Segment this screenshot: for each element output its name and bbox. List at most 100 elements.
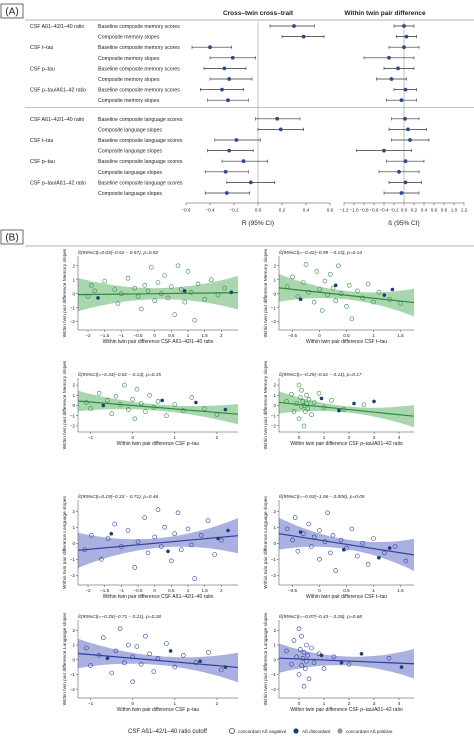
x-tick-label: −0.5 — [288, 333, 298, 338]
x-tick-label: 1 — [187, 588, 190, 593]
y-tick-label: 0 — [72, 541, 75, 546]
y-axis-label: Within twin pair difference Language slo… — [62, 612, 68, 705]
data-point — [151, 669, 157, 674]
data-point — [306, 521, 312, 527]
scatter-plot: ß(95%CI)=−0.25(−0.71 – 0.21), p=0.28 −1 0 1… — [62, 612, 239, 713]
data-point — [327, 550, 333, 556]
row-group-label: CSF p–tau/Aß1–42 ratio — [30, 180, 86, 186]
x-axis-label: Within twin pair difference CSF p–tau — [117, 707, 200, 713]
data-point — [125, 275, 131, 281]
y-axis-label: Within twin pair difference Memory slope… — [62, 360, 68, 449]
data-point — [142, 282, 147, 288]
y-tick-label: −1 — [271, 305, 277, 310]
x-tick-label: −0.4 — [205, 208, 215, 213]
x-tick-label: −2 — [85, 333, 91, 338]
y-tick-label: 1 — [72, 393, 75, 398]
y-tick-label: −2 — [70, 319, 76, 324]
data-point — [132, 285, 137, 291]
data-point — [304, 401, 309, 406]
y-tick-label: −1 — [271, 672, 277, 677]
row-outcome-label: Baseline composite language scores — [98, 117, 183, 123]
data-point — [185, 269, 191, 274]
data-point — [306, 676, 312, 682]
y-tick-label: −1 — [70, 557, 76, 562]
data-point-discordant — [229, 290, 234, 295]
data-point-discordant — [377, 555, 381, 560]
data-point-discordant — [198, 659, 202, 663]
data-point — [403, 558, 409, 564]
data-point — [289, 661, 294, 667]
stat-annotation: ß(95%CI)=−0.42(−0.99 – 0.15), p=0.14 — [279, 250, 362, 256]
x-tick-label: 1 — [323, 701, 326, 706]
data-point — [112, 521, 117, 527]
data-point — [376, 289, 382, 295]
data-point — [112, 287, 117, 292]
y-axis-label: Within twin pair difference Language slo… — [62, 496, 68, 589]
data-point-discordant — [298, 530, 303, 534]
data-point — [306, 289, 312, 295]
y-tick-label: 2 — [273, 628, 276, 633]
data-point — [88, 663, 93, 668]
y-tick-label: 0 — [273, 403, 276, 408]
x-tick-label: 1 — [372, 588, 375, 593]
data-point — [119, 291, 124, 297]
point-estimate — [220, 87, 224, 92]
data-point — [130, 654, 135, 660]
point-estimate — [399, 98, 404, 103]
data-point — [92, 288, 97, 294]
regression-line — [278, 533, 415, 556]
x-tick-label: 1 — [174, 701, 177, 706]
data-point — [151, 405, 157, 410]
point-estimate — [408, 138, 412, 142]
y-tick-label: 1 — [273, 393, 276, 398]
y-axis-label: Within twin pair difference Language slo… — [263, 496, 269, 589]
data-point — [299, 404, 304, 409]
data-point — [132, 416, 138, 422]
x-tick-label: −0.2 — [229, 208, 239, 213]
legend-label-negative: concordant Aß negative — [238, 729, 287, 734]
data-point — [89, 532, 94, 538]
y-tick-label: 0 — [72, 403, 75, 408]
data-point-discordant — [182, 289, 187, 293]
point-estimate — [397, 169, 401, 174]
data-point — [189, 289, 194, 295]
data-point — [126, 642, 131, 648]
data-point — [172, 531, 177, 537]
y-tick-label: 1 — [72, 277, 75, 282]
data-point — [361, 402, 367, 407]
data-point — [138, 661, 144, 667]
scatter-plot: ß(95%CI)=−0.25(−0.61 – 0.11), p=0.17 0 1 2 3… — [263, 360, 415, 449]
point-estimate — [227, 77, 232, 81]
data-point — [155, 280, 161, 285]
data-point — [309, 645, 314, 651]
x-tick-label: 1.5 — [397, 588, 404, 593]
x-tick-label: 2 — [216, 435, 219, 440]
data-point — [294, 654, 299, 660]
stat-annotation: ß(95%CI)=−0.25(−0.71 – 0.21), p=0.28 — [78, 614, 161, 620]
data-point-discordant — [166, 549, 170, 554]
point-estimate — [278, 127, 283, 132]
data-point — [125, 528, 131, 533]
data-point — [113, 648, 119, 654]
data-point — [311, 400, 317, 405]
point-estimate — [402, 45, 406, 50]
row-outcome-label: Baseline composite memory scores — [98, 88, 180, 94]
data-point — [159, 544, 164, 549]
y-tick-label: 0 — [273, 291, 276, 296]
data-point-discordant — [342, 547, 346, 552]
row-outcome-label: Composite language slopes — [98, 191, 162, 197]
x-tick-label: −0.8 — [359, 208, 369, 213]
data-point — [138, 401, 144, 406]
x-tick-label: −1.0 — [349, 208, 359, 213]
data-point — [336, 263, 341, 269]
data-point — [84, 645, 89, 651]
x-tick-label: 0.0 — [401, 208, 408, 213]
data-point — [301, 683, 307, 689]
point-estimate — [241, 159, 246, 164]
data-point — [338, 291, 344, 297]
data-point — [135, 294, 141, 299]
x-tick-label: 1.5 — [201, 333, 208, 338]
data-point — [193, 660, 199, 666]
row-outcome-label: Composite language slopes — [98, 149, 162, 155]
x-axis-label: Within twin pair difference CSF Aß1–42/1… — [103, 594, 214, 600]
